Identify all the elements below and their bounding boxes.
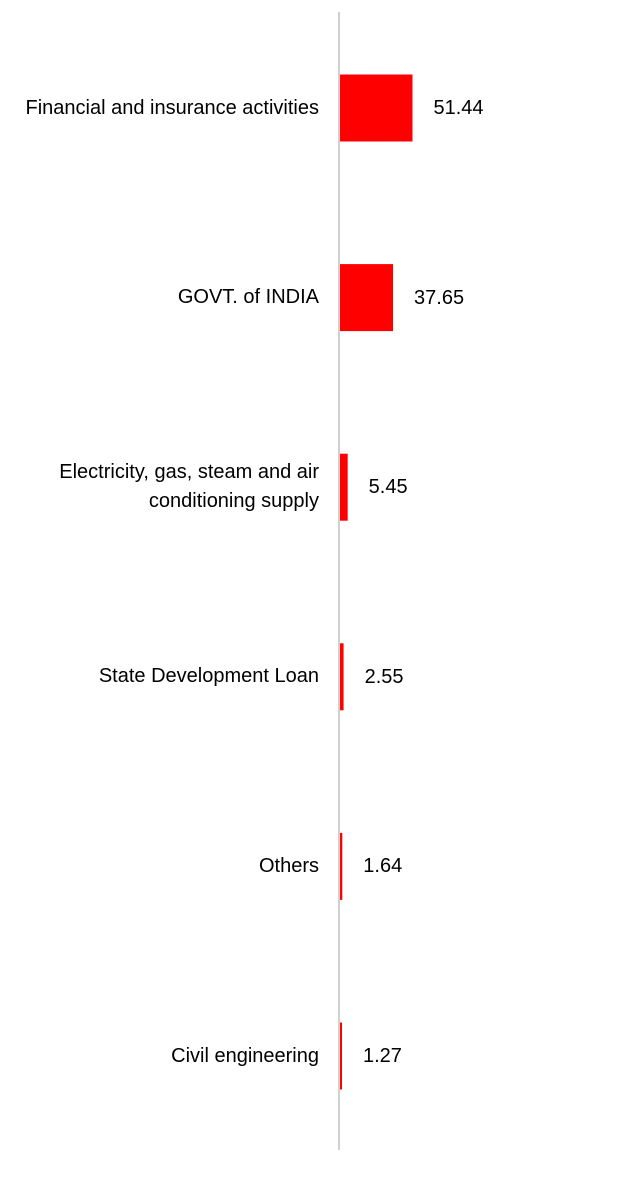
bar: [340, 832, 343, 900]
category-label: Others: [258, 854, 319, 877]
value-label: 1.27: [363, 1045, 402, 1067]
bar: [340, 1022, 342, 1090]
value-label: 1.64: [363, 855, 403, 878]
value-label: 37.65: [414, 286, 465, 309]
bar: [340, 264, 394, 332]
bar: [340, 453, 348, 521]
bar: [340, 643, 344, 711]
category-label: Civil engineering: [171, 1044, 319, 1067]
bar: [340, 74, 413, 142]
value-label: 51.44: [433, 97, 484, 119]
category-label: Electricity, gas, steam and air conditio…: [59, 461, 319, 513]
value-label: 5.45: [368, 476, 408, 499]
category-label: GOVT. of INDIA: [177, 286, 319, 309]
value-label: 2.55: [364, 665, 404, 688]
category-label: Financial and insurance activities: [25, 96, 320, 119]
category-label: State Development Loan: [98, 665, 319, 688]
